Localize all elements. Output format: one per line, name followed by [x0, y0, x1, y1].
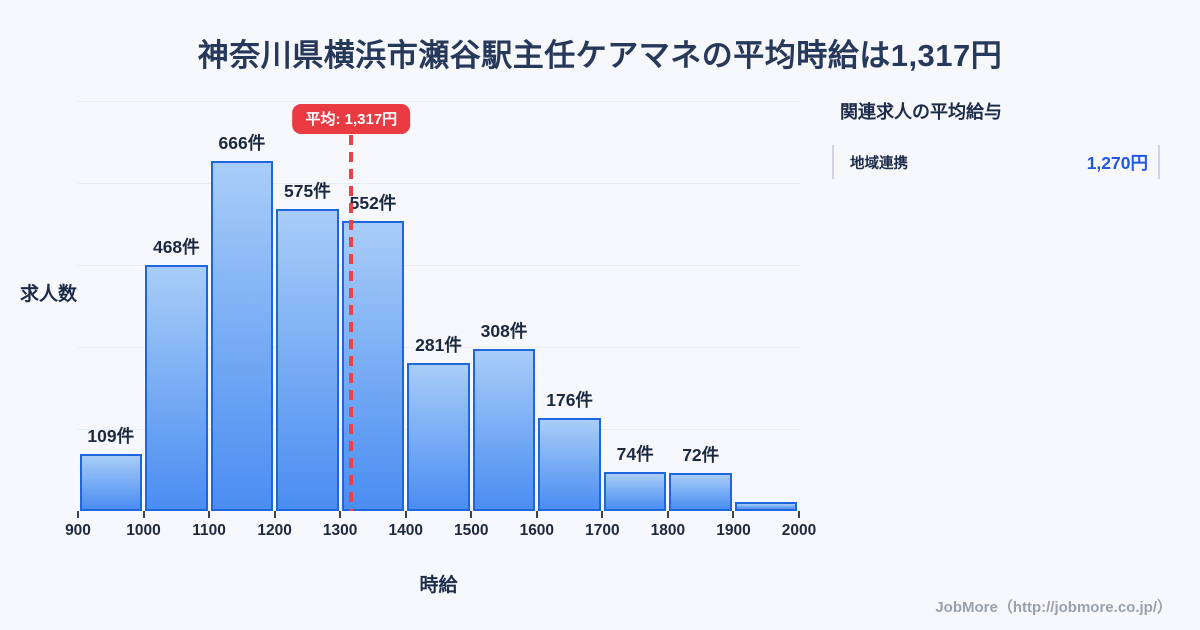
- x-axis-tick-label: 1800: [650, 522, 686, 539]
- bar-value-label: 575件: [284, 181, 331, 201]
- x-axis-tick-label: 1600: [519, 522, 555, 539]
- x-axis-tick: [732, 511, 735, 518]
- x-axis-label: 時給: [419, 575, 458, 596]
- histogram-bar-1200-1300: [276, 209, 339, 511]
- histogram-bar-1700-1800: [603, 472, 667, 511]
- x-axis-tick: [273, 511, 276, 518]
- page-title: 神奈川県横浜市瀬谷駅主任ケアマネの平均時給は1,317円: [197, 38, 1003, 73]
- x-axis-tick: [666, 511, 669, 518]
- x-axis-tick: [798, 511, 800, 518]
- bar-value-label: 308件: [480, 321, 528, 341]
- bar-value-label: 176件: [546, 390, 593, 410]
- x-axis-tick: [601, 511, 604, 518]
- histogram-bar-1600-1700: [538, 418, 601, 511]
- bar-value-label: 109件: [87, 426, 135, 446]
- x-axis-tick: [339, 511, 342, 518]
- gridline: [78, 101, 799, 102]
- histogram-bar-1500-1600: [472, 349, 536, 511]
- related-job-label: 地域連携: [850, 155, 908, 172]
- x-axis-tick: [535, 511, 538, 518]
- bar-value-label: 468件: [152, 237, 200, 257]
- x-axis-tick-label: 900: [65, 522, 91, 539]
- histogram-bar-1800-1900: [669, 473, 732, 511]
- related-job-value: 1,270円: [1086, 152, 1148, 173]
- gridline: [78, 265, 799, 266]
- x-axis-tick-label: 1700: [585, 522, 620, 539]
- histogram-bar-1100-1200: [210, 161, 274, 511]
- related-jobs-heading: 関連求人の平均給与: [840, 102, 1002, 122]
- x-axis-tick: [142, 511, 145, 518]
- mean-value-badge: 平均: 1,317円: [292, 104, 411, 134]
- related-job-row: 地域連携 1,270円: [832, 145, 1160, 179]
- bar-value-label: 552件: [349, 193, 397, 213]
- jobmore-credit: JobMore（http://jobmore.co.jp/）: [935, 599, 1172, 616]
- x-axis-tick: [404, 511, 407, 518]
- x-axis-tick-label: 1100: [192, 522, 226, 539]
- x-axis-tick-label: 1300: [322, 522, 358, 539]
- mean-dashed-line: [349, 135, 354, 511]
- x-axis-tick: [470, 511, 473, 518]
- x-axis-tick-label: 1500: [454, 522, 489, 539]
- x-axis-tick-label: 1900: [716, 522, 751, 539]
- y-axis-label: 求人数: [20, 284, 78, 305]
- x-axis-tick: [77, 511, 79, 518]
- bar-value-label: 666件: [218, 133, 266, 153]
- histogram-plot-area: 平均: 1,317円 109件 468件 666件 575件 552件 281件 308件 1…: [65, 101, 816, 539]
- gridline: [78, 183, 799, 184]
- x-axis-tick-label: 1000: [126, 522, 161, 539]
- histogram-bar-1000-1100: [145, 265, 208, 511]
- x-axis-tick: [208, 511, 211, 518]
- histogram-bar-1900-2000: [734, 502, 798, 511]
- bar-value-label: 74件: [616, 444, 654, 464]
- histogram-bar-900-1000: [79, 454, 143, 511]
- bar-value-label: 281件: [415, 335, 462, 355]
- x-axis-tick-label: 1200: [257, 522, 292, 539]
- bar-value-label: 72件: [682, 445, 720, 465]
- gridline: [78, 347, 799, 348]
- x-axis-tick-label: 2000: [781, 522, 817, 539]
- histogram-bar-1400-1500: [407, 363, 470, 511]
- x-axis-tick-label: 1400: [388, 522, 423, 539]
